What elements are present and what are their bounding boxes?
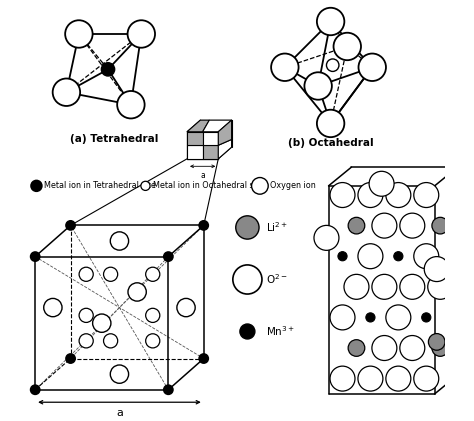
Circle shape [358,53,386,81]
Circle shape [372,213,397,238]
Circle shape [358,244,383,269]
Circle shape [177,298,195,317]
Circle shape [414,244,439,269]
Circle shape [386,366,411,391]
Circle shape [117,91,145,118]
Circle shape [79,267,93,281]
Circle shape [428,333,445,350]
Circle shape [327,59,339,72]
Circle shape [79,308,93,322]
Polygon shape [218,139,232,159]
Circle shape [110,365,128,383]
Circle shape [372,274,397,299]
Circle shape [348,340,365,356]
Text: Mn$^{3+}$: Mn$^{3+}$ [266,325,295,338]
Circle shape [66,354,75,363]
Circle shape [432,217,448,234]
Circle shape [233,265,262,294]
Circle shape [358,366,383,391]
Circle shape [358,183,383,208]
Circle shape [394,252,403,261]
Circle shape [199,354,208,363]
Text: (a) Tetrahedral: (a) Tetrahedral [70,134,158,144]
Circle shape [400,274,425,299]
Circle shape [31,181,42,191]
Text: a: a [201,171,205,180]
Circle shape [372,336,397,360]
Circle shape [330,366,355,391]
Circle shape [252,178,268,194]
Circle shape [164,252,173,261]
Text: O$^{2-}$: O$^{2-}$ [266,272,288,286]
Circle shape [400,336,425,360]
Circle shape [386,305,411,330]
Text: Metal ion in Octahedral site: Metal ion in Octahedral site [153,181,264,190]
Circle shape [271,53,299,81]
Circle shape [146,334,160,348]
Circle shape [432,340,448,356]
Circle shape [31,252,40,261]
Circle shape [199,221,208,230]
Circle shape [334,33,361,60]
Circle shape [103,334,118,348]
Circle shape [422,313,431,322]
Circle shape [65,20,92,48]
Text: Li$^{2+}$: Li$^{2+}$ [266,221,288,234]
Circle shape [79,334,93,348]
Circle shape [128,283,146,301]
Circle shape [101,63,115,76]
Circle shape [330,183,355,208]
Circle shape [146,267,160,281]
Circle shape [414,183,439,208]
Circle shape [428,274,453,299]
Polygon shape [187,145,203,159]
Text: a: a [116,408,123,418]
Circle shape [317,110,344,137]
Polygon shape [187,132,203,145]
Circle shape [146,308,160,322]
Text: Oxygen ion: Oxygen ion [270,181,316,190]
Circle shape [141,181,150,190]
Circle shape [103,267,118,281]
Circle shape [414,366,439,391]
Circle shape [314,225,339,250]
Circle shape [386,183,411,208]
Circle shape [164,385,173,394]
Circle shape [66,221,75,230]
Circle shape [53,78,80,106]
Circle shape [366,313,375,322]
Circle shape [304,72,332,100]
Polygon shape [203,120,232,132]
Circle shape [92,314,111,332]
Polygon shape [203,145,218,159]
Text: Metal ion in Tetrahedral site: Metal ion in Tetrahedral site [44,181,155,190]
Circle shape [317,8,344,35]
Circle shape [110,232,128,250]
Circle shape [369,171,394,196]
Circle shape [240,324,255,339]
Polygon shape [203,132,218,145]
Circle shape [330,305,355,330]
Circle shape [400,213,425,238]
Circle shape [348,217,365,234]
Circle shape [44,298,62,317]
Circle shape [31,385,40,394]
Polygon shape [187,120,210,132]
Polygon shape [218,120,232,145]
Circle shape [424,256,449,282]
Circle shape [128,20,155,48]
Circle shape [344,274,369,299]
Circle shape [236,216,259,239]
Circle shape [338,252,347,261]
Text: (b) Octahedral: (b) Octahedral [288,138,374,148]
